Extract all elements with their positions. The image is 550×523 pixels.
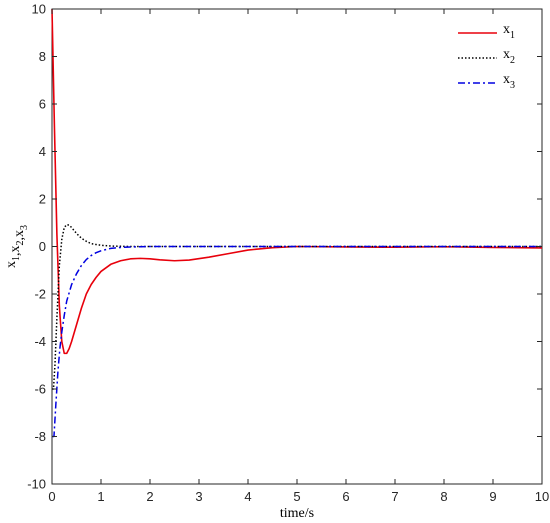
x-tick-label: 3	[195, 489, 202, 504]
x-tick-label: 5	[293, 489, 300, 504]
y-tick-label: -6	[34, 382, 46, 397]
y-tick-label: -8	[34, 429, 46, 444]
x-axis-label: time/s	[280, 506, 314, 521]
y-axis-label-text: x1,x2,x3	[4, 225, 30, 268]
x-tick-label: 2	[146, 489, 153, 504]
y-tick-label: 2	[39, 192, 46, 207]
y-tick-label: -2	[34, 287, 46, 302]
x-tick-label: 0	[48, 489, 55, 504]
series-line-x2	[52, 223, 542, 390]
x-tick-label: 1	[97, 489, 104, 504]
x-tick-label: 10	[535, 489, 549, 504]
y-tick-label: 4	[39, 144, 46, 159]
y-tick-label: 8	[39, 49, 46, 64]
legend-label-x2: x2	[503, 47, 515, 66]
x-tick-label: 8	[440, 489, 447, 504]
legend: x1 x2 x3	[458, 22, 515, 91]
y-tick-label: 6	[39, 97, 46, 112]
x-tick-label: 6	[342, 489, 349, 504]
y-tick-label: -10	[27, 477, 46, 492]
x-tick-label: 4	[244, 489, 251, 504]
series-layer	[51, 8, 543, 438]
y-tick-label: 10	[32, 2, 46, 17]
y-tick-label: 0	[39, 239, 46, 254]
ticks-layer: 0 1 2 3 4 5 6 7 8 9 10 -10 -8 -6 -4 -2 0 2 4 6 8 10	[27, 2, 549, 505]
x-tick-label: 9	[489, 489, 496, 504]
y-tick-label: -4	[34, 334, 46, 349]
legend-label-x1: x1	[503, 22, 515, 41]
series-line-x3	[52, 245, 542, 438]
x-tick-label: 7	[391, 489, 398, 504]
y-axis-label: x1,x2,x3	[4, 225, 30, 268]
legend-label-x3: x3	[503, 72, 515, 91]
